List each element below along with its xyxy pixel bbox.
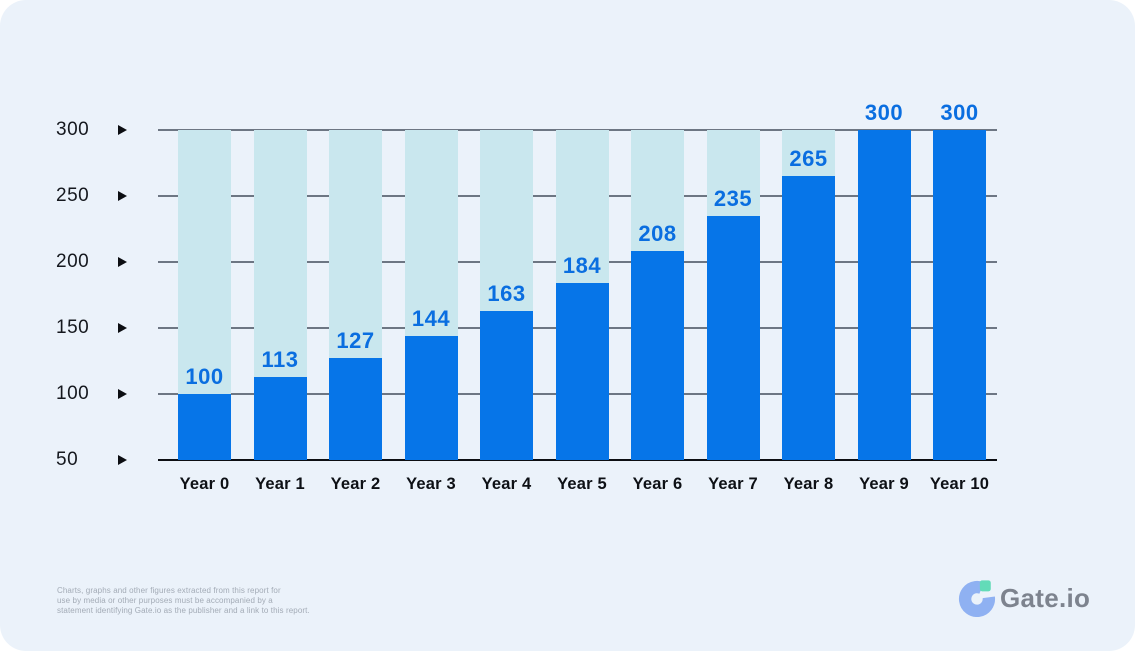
x-tick-label: Year 8 bbox=[783, 475, 834, 493]
bar bbox=[555, 283, 609, 460]
y-tick-label: 150 bbox=[56, 317, 90, 338]
bar-value-label: 113 bbox=[261, 346, 299, 372]
bar bbox=[480, 310, 533, 460]
bar-value-label: 127 bbox=[336, 328, 375, 354]
bar-value-label: 208 bbox=[638, 221, 677, 247]
bar bbox=[631, 251, 684, 460]
bar bbox=[178, 394, 231, 460]
y-tick-label: 250 bbox=[56, 185, 90, 206]
gateio-logo-icon bbox=[958, 580, 996, 617]
x-tick-label: Year 1 bbox=[255, 475, 305, 493]
bar bbox=[782, 176, 835, 460]
disclaimer-line: statement identifying Gate.io as the pub… bbox=[57, 606, 310, 615]
bar bbox=[706, 215, 760, 460]
bar bbox=[253, 376, 307, 460]
y-tick-arrow-icon bbox=[118, 190, 127, 201]
x-tick-label: Year 7 bbox=[708, 475, 758, 493]
x-tick-label: Year 5 bbox=[557, 475, 607, 493]
bar-value-label: 300 bbox=[864, 100, 904, 125]
bar-value-label: 300 bbox=[940, 100, 979, 125]
y-tick-arrow-icon bbox=[118, 124, 127, 135]
bar bbox=[933, 130, 986, 460]
disclaimer-text: Charts, graphs and other figures extract… bbox=[57, 586, 310, 616]
y-tick-label: 50 bbox=[56, 449, 79, 470]
x-tick-label: Year 3 bbox=[406, 475, 456, 493]
brand-logo: Gate.io bbox=[958, 579, 1090, 617]
y-tick-arrow-icon bbox=[118, 256, 127, 267]
bar bbox=[857, 130, 911, 460]
bar bbox=[329, 358, 382, 460]
x-tick-label: Year 0 bbox=[179, 475, 230, 493]
y-tick-label: 100 bbox=[56, 383, 90, 404]
y-tick-arrow-icon bbox=[118, 454, 127, 465]
y-tick-arrow-icon bbox=[118, 322, 127, 333]
x-tick-label: Year 9 bbox=[859, 475, 909, 493]
y-tick-arrow-icon bbox=[118, 388, 127, 399]
bar-value-label: 100 bbox=[185, 364, 224, 389]
x-tick-label: Year 6 bbox=[632, 475, 683, 493]
bar bbox=[404, 335, 458, 460]
x-tick-label: Year 4 bbox=[481, 475, 532, 493]
brand-name: Gate.io bbox=[1000, 582, 1091, 613]
bar-value-label: 163 bbox=[487, 280, 526, 306]
bar-value-label: 144 bbox=[411, 305, 451, 331]
disclaimer-line: use by media or other purposes must be a… bbox=[57, 596, 273, 605]
y-tick-label: 300 bbox=[56, 119, 90, 140]
bar-value-label: 184 bbox=[562, 253, 602, 279]
disclaimer-line: Charts, graphs and other figures extract… bbox=[57, 586, 281, 595]
x-tick-label: Year 2 bbox=[330, 475, 381, 493]
bar-value-label: 265 bbox=[789, 146, 828, 172]
y-tick-label: 200 bbox=[56, 251, 90, 272]
bar-value-label: 235 bbox=[713, 185, 753, 211]
x-tick-label: Year 10 bbox=[929, 475, 990, 493]
